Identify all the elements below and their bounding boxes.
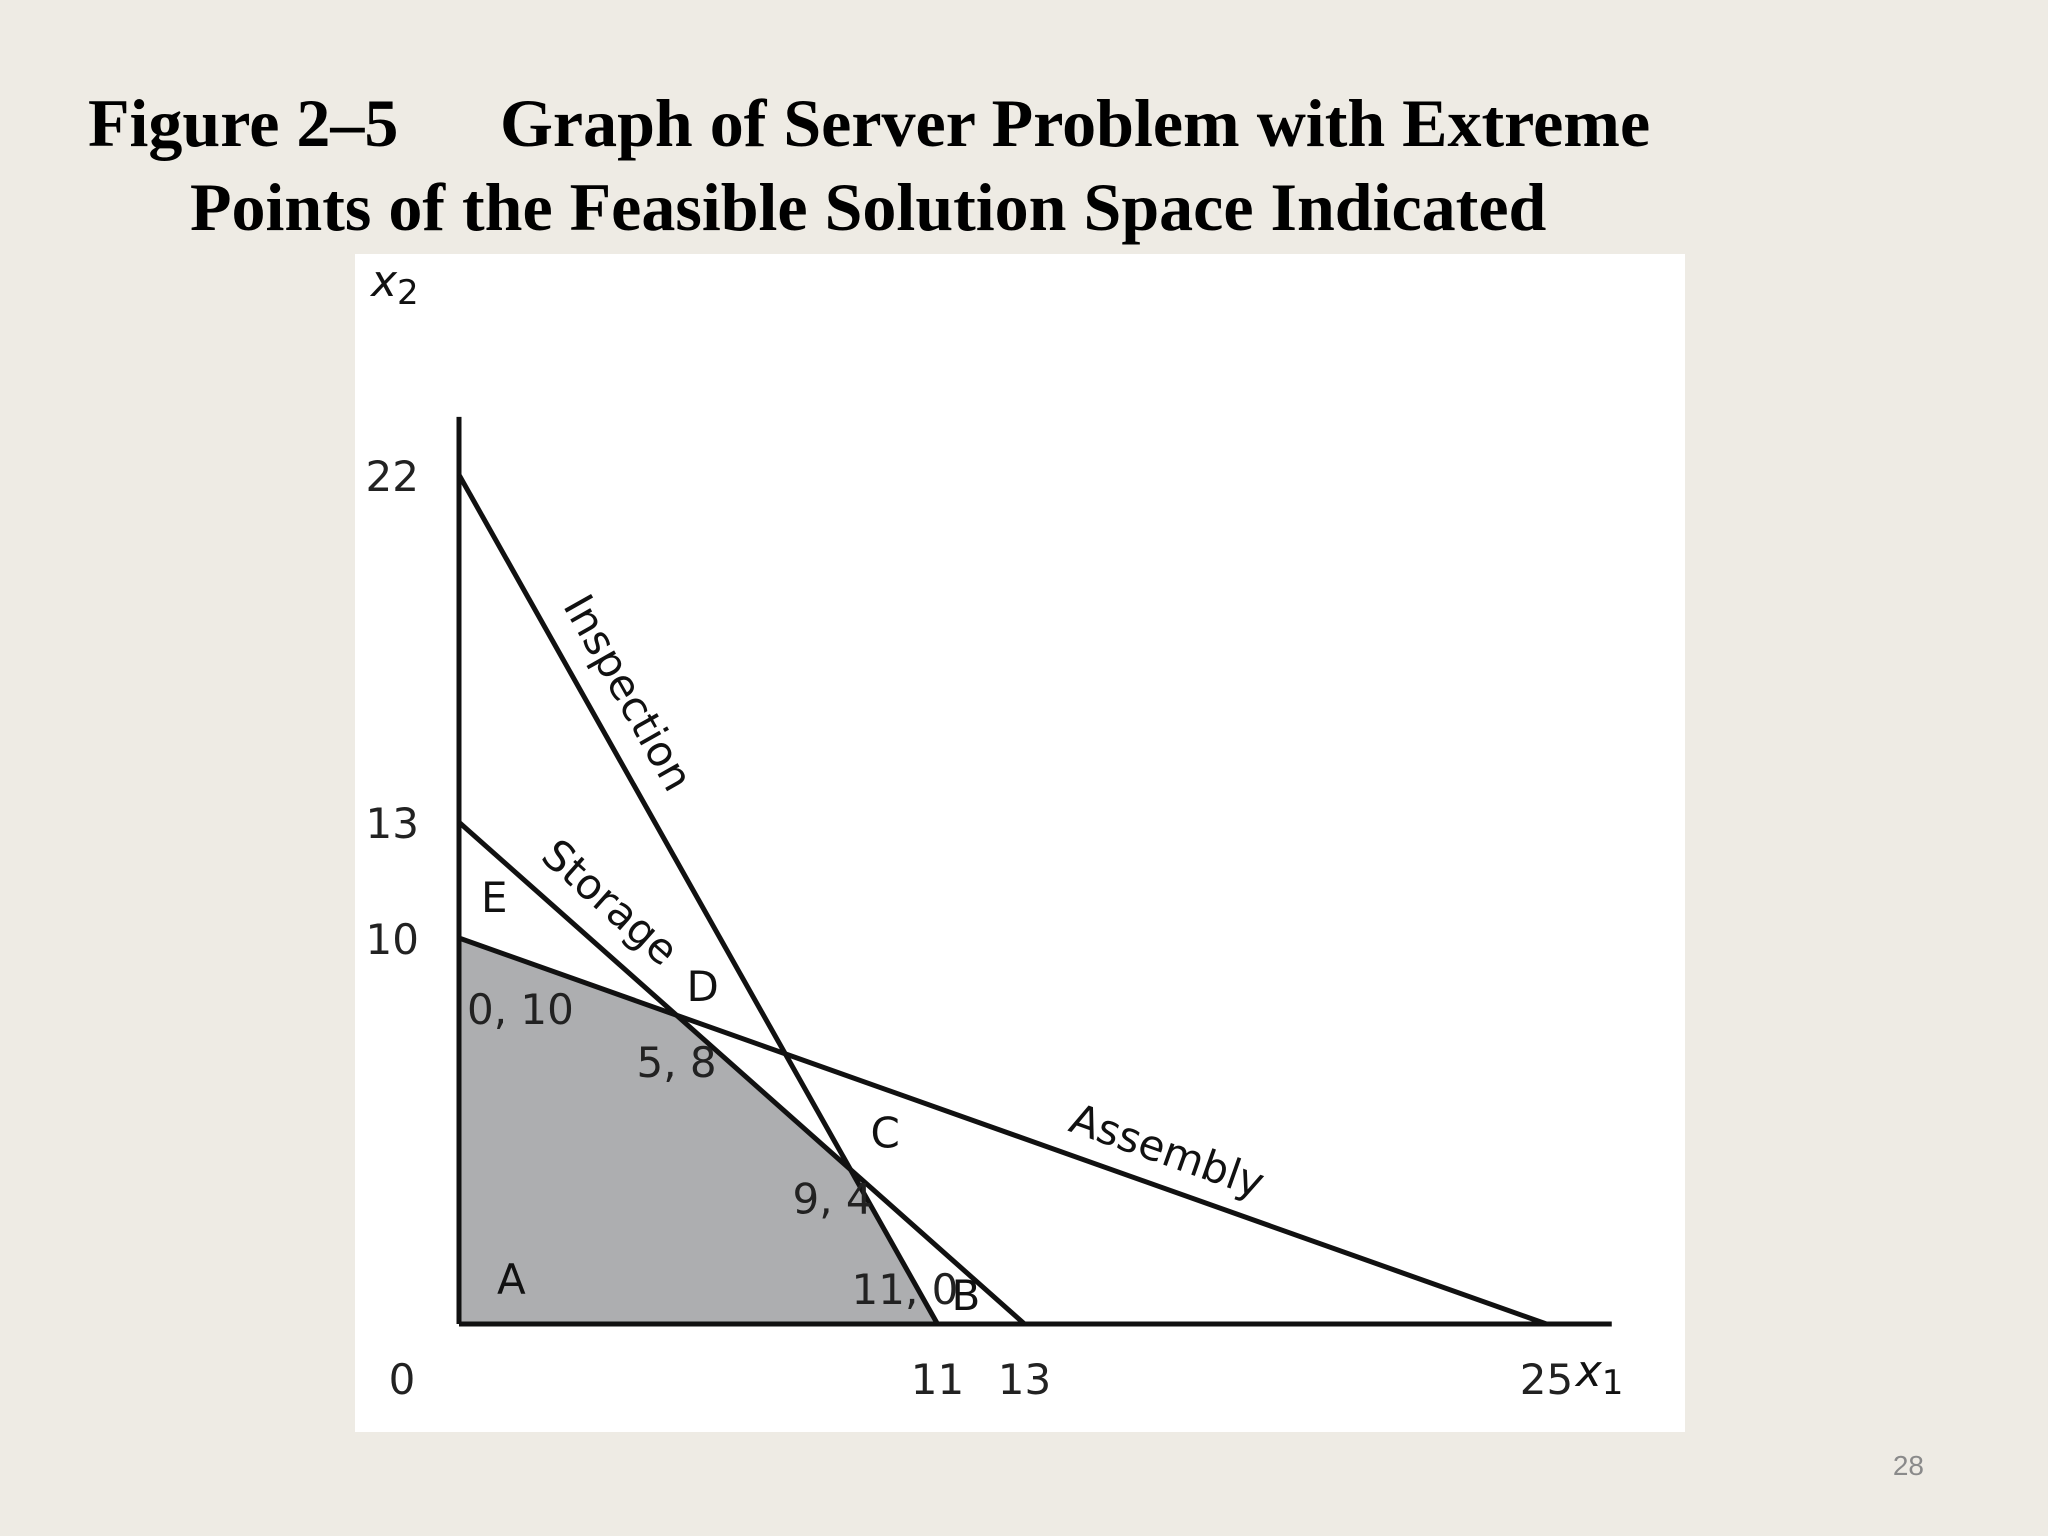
- title-text-1: Graph of Server Problem with Extreme: [500, 85, 1651, 161]
- extreme-point-d-coords: 5, 8: [637, 1038, 717, 1087]
- y-tick-label-13: 13: [366, 799, 419, 848]
- chart-panel: x2 x1 0 11 13 25 10 13 22 Inspection Storage Assemb…: [355, 254, 1685, 1432]
- y-axis-label: x2: [369, 256, 419, 313]
- extreme-point-e-label: E: [481, 873, 508, 922]
- figure-number: Figure 2–5: [88, 85, 399, 161]
- extreme-point-c-coords: 9, 4: [793, 1175, 873, 1224]
- extreme-point-e-coords: 0, 10: [467, 985, 574, 1034]
- extreme-point-a-label: A: [497, 1255, 526, 1304]
- x-tick-label-0: 0: [389, 1355, 416, 1404]
- inspection-constraint-line: [456, 473, 940, 1326]
- y-tick-label-22: 22: [366, 452, 419, 501]
- title-line-1: Figure 2–5 Graph of Server Problem with E…: [88, 80, 1650, 166]
- extreme-point-d-label: D: [687, 962, 719, 1011]
- x-tick-label-25: 25: [1520, 1355, 1573, 1404]
- x-axis-label: x1: [1574, 1346, 1624, 1403]
- inspection-constraint-label: Inspection: [554, 586, 703, 799]
- extreme-point-b-coords: 11, 0: [852, 1265, 959, 1314]
- y-tick-label-10: 10: [366, 915, 419, 964]
- title-line-2: Points of the Feasible Solution Space In…: [190, 169, 1547, 245]
- feasible-region: [459, 938, 938, 1324]
- extreme-point-c-label: C: [871, 1109, 900, 1158]
- assembly-constraint-line: [458, 935, 1548, 1327]
- slide-number: 28: [1892, 1450, 1924, 1481]
- storage-constraint-line: [457, 820, 1027, 1326]
- extreme-point-b-label: B: [952, 1271, 981, 1320]
- x-tick-label-11: 11: [911, 1355, 964, 1404]
- x-tick-label-13: 13: [998, 1355, 1051, 1404]
